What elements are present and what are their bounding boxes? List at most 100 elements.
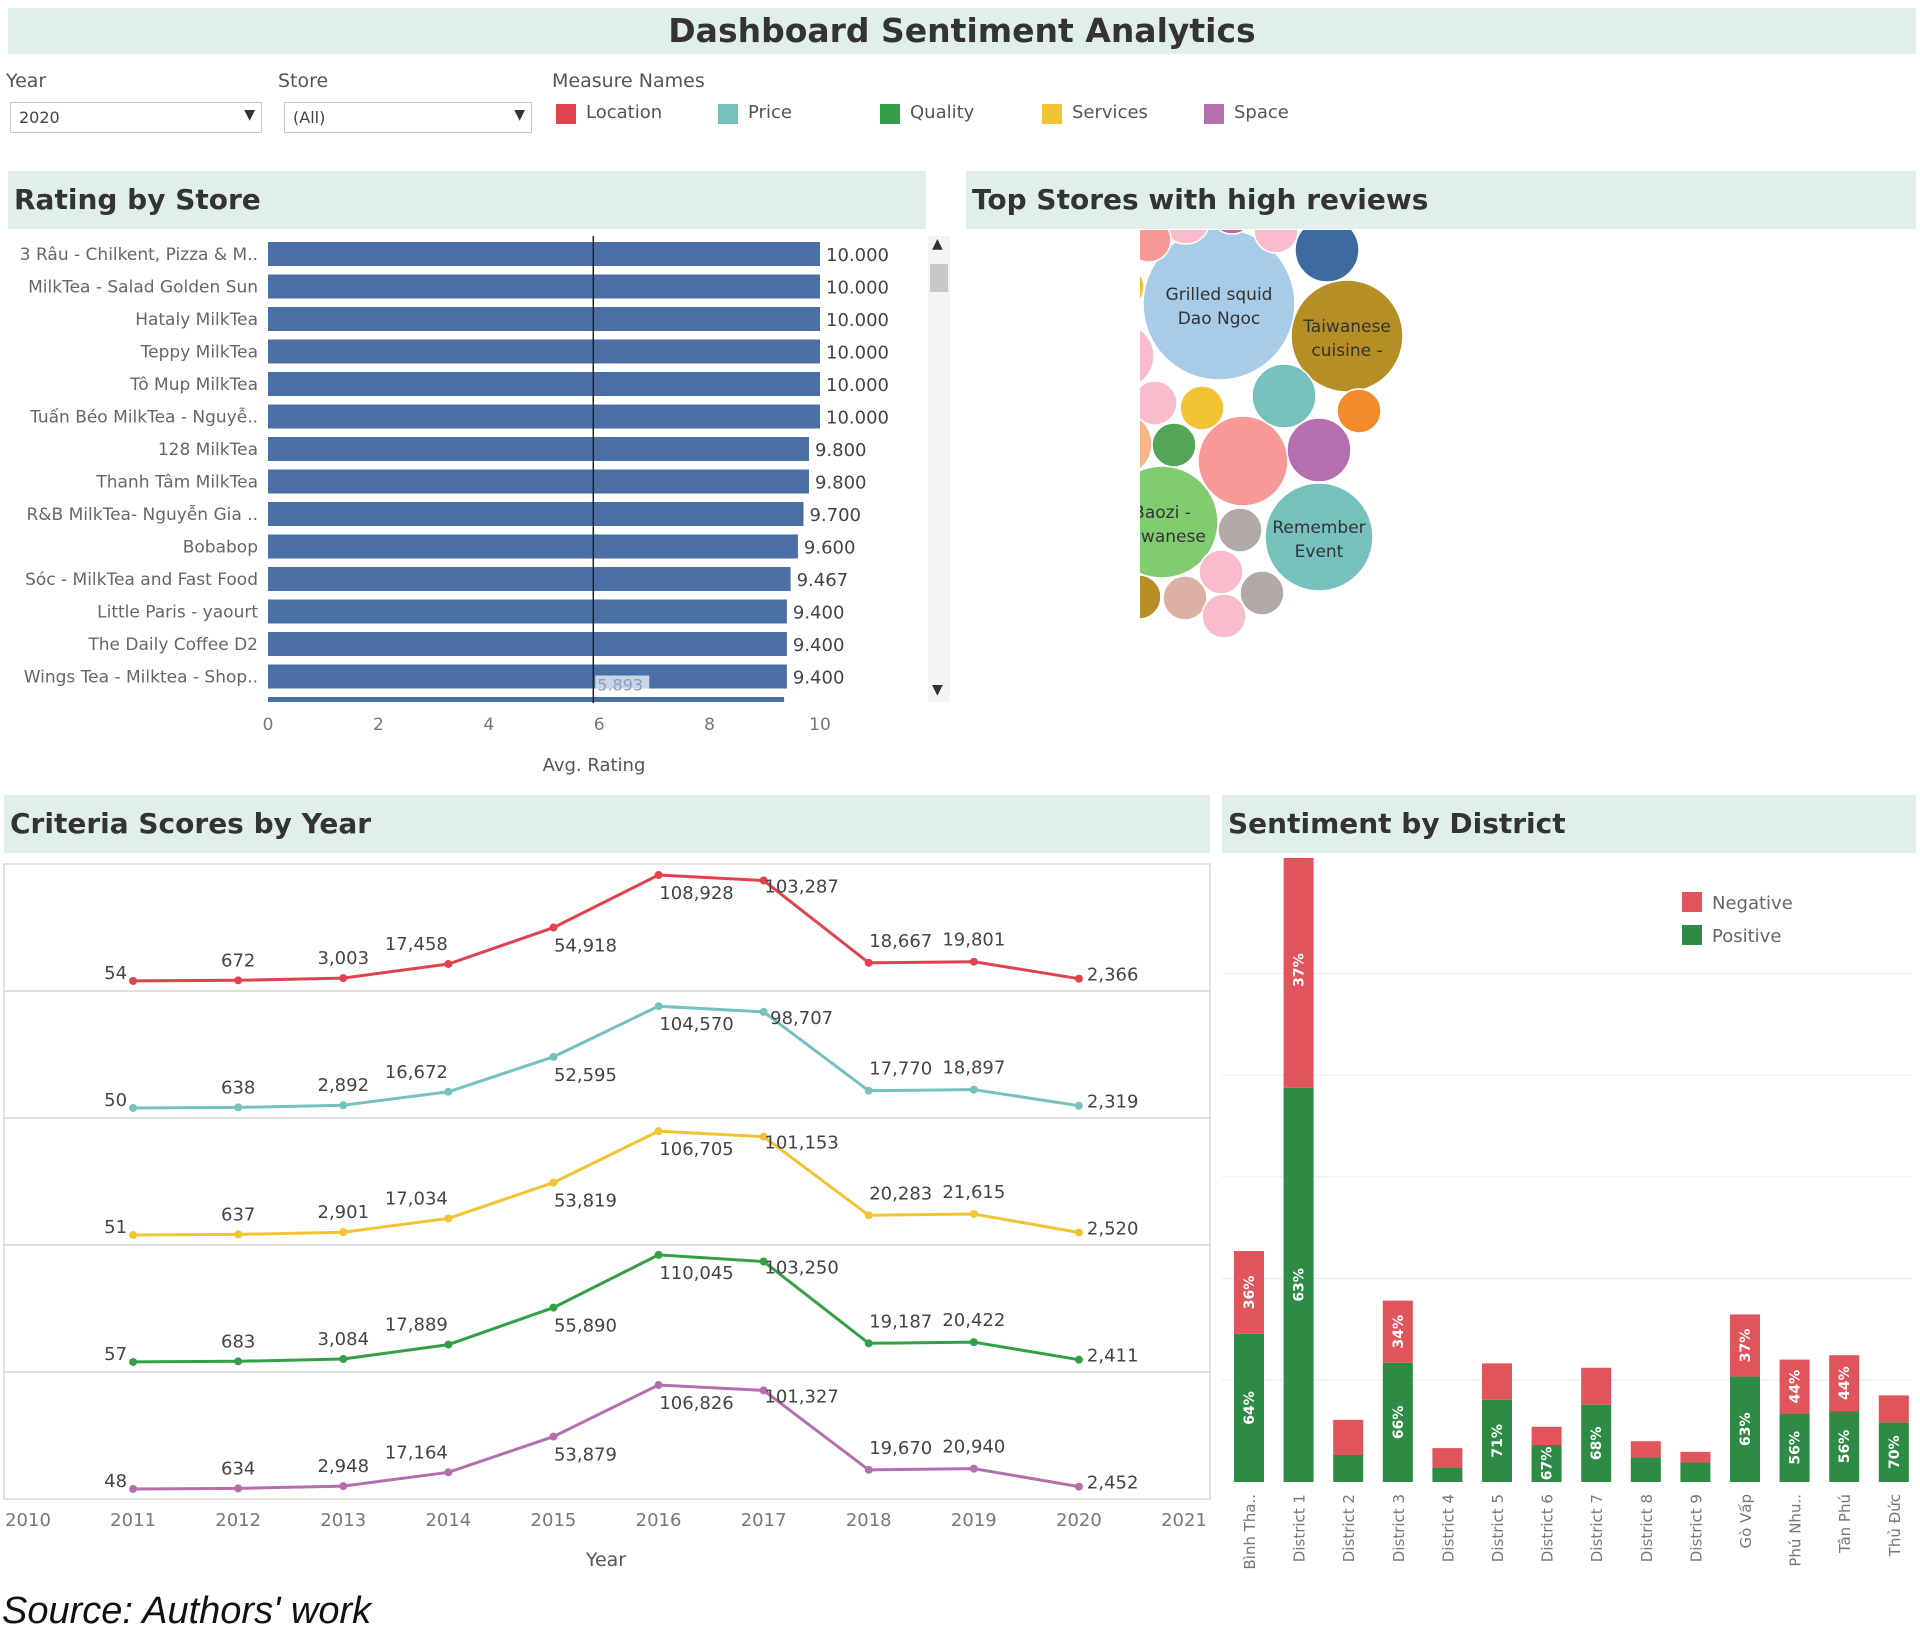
store-bubble[interactable]: [1162, 575, 1208, 621]
series-point[interactable]: [969, 957, 978, 966]
series-point[interactable]: [549, 1432, 558, 1441]
store-bubble[interactable]: [1294, 230, 1360, 283]
series-point[interactable]: [129, 976, 138, 985]
series-point[interactable]: [759, 1132, 768, 1141]
bar[interactable]: [268, 599, 787, 624]
bar[interactable]: [268, 567, 791, 591]
negative-bar[interactable]: [1730, 1314, 1760, 1377]
positive-bar[interactable]: [1234, 1333, 1264, 1482]
series-point[interactable]: [339, 974, 348, 983]
series-point[interactable]: [654, 1381, 663, 1390]
positive-bar[interactable]: [1531, 1444, 1562, 1482]
bar[interactable]: [268, 274, 820, 299]
store-bubble[interactable]: [1251, 363, 1317, 429]
bar[interactable]: [268, 664, 787, 689]
positive-bar[interactable]: [1779, 1413, 1810, 1482]
series-point[interactable]: [759, 1007, 768, 1016]
positive-bar[interactable]: [1878, 1422, 1909, 1482]
series-point[interactable]: [1074, 974, 1083, 983]
store-bubble[interactable]: [1210, 230, 1254, 235]
positive-bar[interactable]: [1829, 1411, 1860, 1482]
positive-bar[interactable]: [1730, 1376, 1760, 1482]
negative-bar[interactable]: [1680, 1451, 1711, 1463]
negative-bar[interactable]: [1432, 1448, 1463, 1468]
bar[interactable]: [268, 437, 809, 461]
store-bubble[interactable]: [1336, 388, 1382, 434]
store-bubble[interactable]: [1140, 465, 1219, 579]
series-line[interactable]: [133, 873, 1080, 983]
series-point[interactable]: [864, 1086, 873, 1095]
series-point[interactable]: [1074, 1355, 1083, 1364]
bar[interactable]: [268, 339, 820, 364]
series-point[interactable]: [549, 923, 558, 932]
series-point[interactable]: [444, 1214, 453, 1223]
series-point[interactable]: [759, 876, 768, 885]
positive-bar[interactable]: [1283, 1087, 1314, 1482]
store-bubble[interactable]: [1253, 230, 1299, 254]
series-point[interactable]: [1074, 1228, 1083, 1237]
series-point[interactable]: [549, 1303, 558, 1312]
series-point[interactable]: [339, 1482, 348, 1491]
scroll-down-icon[interactable]: ▼: [932, 682, 943, 698]
negative-bar[interactable]: [1779, 1359, 1810, 1414]
store-bubble[interactable]: [1140, 324, 1155, 388]
positive-bar[interactable]: [1680, 1462, 1711, 1482]
bar[interactable]: [268, 632, 787, 656]
bar[interactable]: [268, 372, 820, 396]
series-point[interactable]: [129, 1230, 138, 1239]
negative-bar[interactable]: [1878, 1395, 1909, 1423]
positive-bar[interactable]: [1432, 1467, 1463, 1482]
series-point[interactable]: [234, 1230, 243, 1239]
series-point[interactable]: [234, 1484, 243, 1493]
negative-bar[interactable]: [1382, 1300, 1413, 1363]
negative-bar[interactable]: [1283, 858, 1314, 1088]
series-point[interactable]: [864, 958, 873, 967]
series-point[interactable]: [234, 1357, 243, 1366]
series-point[interactable]: [654, 1002, 663, 1011]
series-point[interactable]: [444, 960, 453, 969]
series-point[interactable]: [129, 1357, 138, 1366]
scroll-up-icon[interactable]: ▲: [932, 236, 943, 252]
series-point[interactable]: [339, 1354, 348, 1363]
store-bubble[interactable]: [1239, 570, 1285, 616]
positive-bar[interactable]: [1630, 1457, 1661, 1482]
store-bubble[interactable]: [1264, 482, 1374, 592]
store-bubble[interactable]: [1286, 417, 1352, 483]
series-point[interactable]: [969, 1338, 978, 1347]
legend-item-negative[interactable]: Negative: [1682, 892, 1793, 914]
series-point[interactable]: [339, 1101, 348, 1110]
store-bubble[interactable]: [1179, 385, 1225, 431]
series-point[interactable]: [444, 1087, 453, 1096]
series-point[interactable]: [1074, 1482, 1083, 1491]
series-point[interactable]: [444, 1468, 453, 1477]
bar[interactable]: [268, 502, 804, 526]
store-bubble[interactable]: [1140, 380, 1178, 426]
negative-bar[interactable]: [1482, 1363, 1512, 1400]
bar[interactable]: [268, 404, 820, 429]
series-point[interactable]: [969, 1085, 978, 1094]
negative-bar[interactable]: [1581, 1367, 1612, 1405]
year-select[interactable]: 2020 ▼: [10, 102, 262, 133]
series-point[interactable]: [549, 1052, 558, 1061]
store-select[interactable]: (All) ▼: [284, 102, 532, 133]
negative-bar[interactable]: [1531, 1426, 1562, 1445]
series-line[interactable]: [133, 1004, 1080, 1110]
scrollbar-thumb[interactable]: [930, 264, 948, 292]
series-point[interactable]: [759, 1257, 768, 1266]
series-point[interactable]: [759, 1386, 768, 1395]
series-point[interactable]: [129, 1484, 138, 1493]
series-point[interactable]: [234, 976, 243, 985]
store-bubble[interactable]: [1151, 422, 1197, 468]
bar[interactable]: [268, 242, 820, 266]
store-bubble[interactable]: [1140, 265, 1145, 309]
series-point[interactable]: [549, 1178, 558, 1187]
series-point[interactable]: [444, 1340, 453, 1349]
store-bubble[interactable]: [1140, 230, 1172, 263]
series-point[interactable]: [129, 1103, 138, 1112]
bar[interactable]: [268, 469, 809, 494]
positive-bar[interactable]: [1333, 1455, 1364, 1482]
store-bubble[interactable]: [1197, 415, 1289, 507]
series-point[interactable]: [654, 870, 663, 879]
series-point[interactable]: [969, 1209, 978, 1218]
store-bubble[interactable]: [1198, 549, 1244, 595]
